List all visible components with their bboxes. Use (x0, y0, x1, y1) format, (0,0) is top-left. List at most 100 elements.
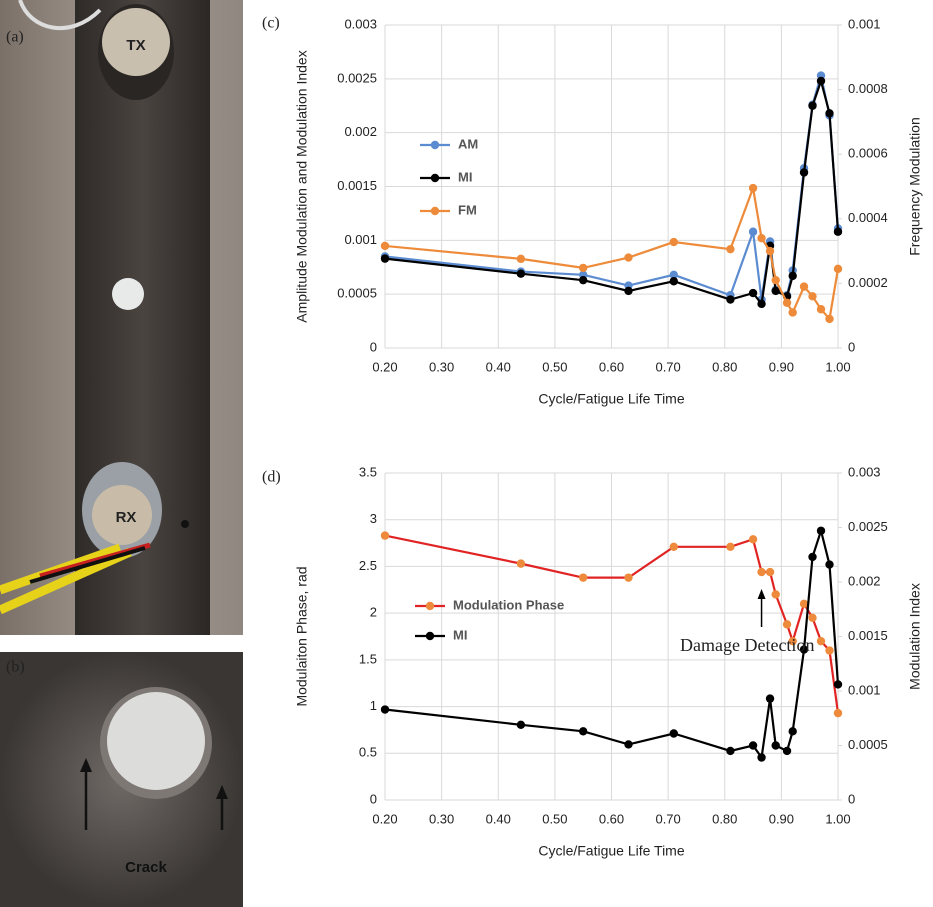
point (380, 254, 390, 263)
point (782, 746, 792, 756)
point (669, 542, 678, 552)
point (748, 288, 758, 298)
y-tick-label: 0.003 (344, 16, 377, 31)
x-tick-label: 0.50 (542, 811, 567, 826)
y2-tick-label: 0.0006 (848, 146, 888, 161)
photo-b: (b) Crack (0, 652, 243, 907)
x-tick-label: 0.60 (599, 359, 624, 374)
point (833, 227, 843, 236)
y2-tick-label: 0.0025 (848, 519, 888, 534)
point (748, 741, 758, 750)
point (825, 560, 834, 569)
x-tick-label: 0.50 (542, 359, 567, 374)
point (782, 620, 792, 629)
point (578, 275, 588, 285)
y-tick-label: 0 (370, 791, 377, 806)
point (816, 76, 826, 86)
point (380, 241, 390, 251)
x-tick-label: 1.00 (825, 811, 850, 826)
point (726, 295, 735, 304)
x-axis-title: Cycle/Fatigue Life Time (538, 391, 684, 407)
point (765, 567, 775, 577)
point (771, 286, 780, 296)
sensor-label: RX (116, 509, 137, 526)
y2-tick-label: 0.001 (848, 682, 881, 697)
point (516, 559, 526, 568)
y2-tick-label: 0.0002 (848, 275, 888, 290)
point (808, 101, 817, 110)
point (833, 264, 843, 274)
point (788, 308, 797, 317)
legend-label: AM (458, 136, 478, 151)
x-tick-label: 0.90 (769, 811, 794, 826)
point (380, 705, 390, 714)
crack-label: Crack (125, 859, 167, 876)
point (578, 727, 588, 736)
annotation-arrowhead (757, 589, 766, 599)
x-tick-label: 0.30 (429, 811, 454, 826)
point (771, 741, 780, 750)
x-tick-label: 0.20 (372, 811, 397, 826)
x-tick-label: 0.30 (429, 359, 454, 374)
panel-label: (b) (6, 659, 25, 676)
point (765, 246, 775, 256)
point (748, 227, 758, 236)
point (726, 746, 735, 756)
y-tick-label: 1 (370, 698, 377, 713)
y2-tick-label: 0.0008 (848, 81, 888, 96)
point (825, 109, 834, 118)
point (825, 646, 834, 655)
point (788, 727, 797, 736)
point (748, 535, 758, 544)
x-tick-label: 0.70 (655, 359, 680, 374)
y-tick-label: 0.5 (359, 745, 377, 760)
point (516, 720, 526, 729)
point (788, 271, 797, 281)
point (825, 314, 834, 324)
y2-tick-label: 0 (848, 339, 855, 354)
y2-tick-label: 0.0015 (848, 628, 888, 643)
legend-label: MI (458, 169, 472, 184)
point (726, 542, 735, 552)
point (833, 680, 843, 689)
point (624, 253, 633, 262)
point (757, 233, 766, 243)
point (516, 269, 526, 278)
legend-marker (425, 631, 435, 641)
point (799, 645, 809, 654)
point (516, 254, 526, 264)
point (748, 183, 758, 193)
point (757, 299, 766, 309)
y-tick-label: 0.0005 (337, 286, 377, 301)
y-tick-label: 0.0025 (337, 70, 377, 85)
x-tick-label: 0.60 (599, 811, 624, 826)
y2-tick-label: 0.003 (848, 464, 881, 479)
y-tick-label: 2 (370, 605, 377, 620)
point (726, 244, 735, 254)
y2-tick-label: 0.001 (848, 16, 881, 31)
y-tick-label: 0.001 (344, 232, 377, 247)
panel-label: (d) (262, 469, 281, 486)
point (757, 567, 766, 577)
point (757, 753, 766, 762)
sensor-label: TX (126, 37, 145, 54)
legend-marker (430, 206, 440, 216)
legend-marker (425, 601, 435, 611)
point (771, 275, 780, 285)
y2-axis-title: Modulation Index (907, 583, 923, 690)
point (799, 599, 809, 608)
point (669, 729, 678, 738)
y-tick-label: 2.5 (359, 558, 377, 573)
y-tick-label: 3.5 (359, 464, 377, 479)
point (808, 552, 817, 562)
y-tick-label: 1.5 (359, 651, 377, 666)
legend-label: Modulation Phase (453, 597, 564, 612)
y2-tick-label: 0.0005 (848, 737, 888, 752)
point (788, 636, 797, 646)
point (808, 613, 817, 623)
panel-label: (c) (262, 15, 280, 32)
y-tick-label: 0.0015 (337, 178, 377, 193)
point (624, 286, 633, 296)
x-tick-label: 0.20 (372, 359, 397, 374)
